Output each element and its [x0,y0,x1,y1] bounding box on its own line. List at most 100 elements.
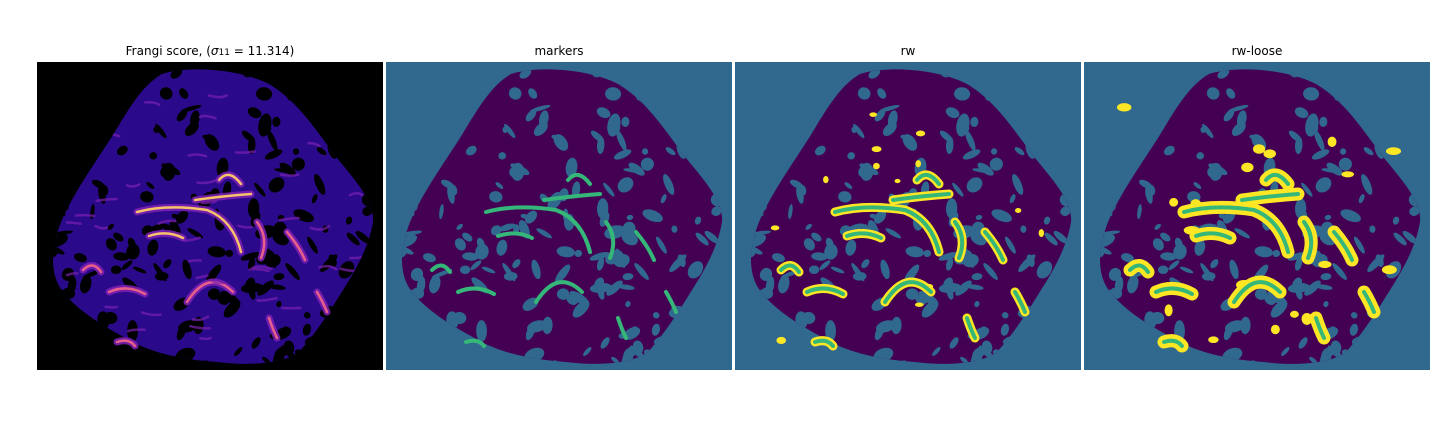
tissue-hole [1196,152,1205,160]
tissue-hole [207,288,221,300]
tissue-hole [163,259,172,269]
tissue-hole [439,204,444,220]
vessel-marker [566,172,592,186]
tissue-hole [1173,243,1187,260]
tissue-hole [711,206,722,216]
ridge-fragment [234,150,256,154]
tissue-hole [542,316,553,335]
tissue-hole [811,232,822,242]
tissue-hole [533,122,548,136]
ridge-fragment [125,183,141,188]
tissue-hole [621,349,634,364]
tissue-hole [225,249,234,258]
tissue-hole [847,223,865,232]
tissue-hole [1311,149,1330,160]
tissue-hole [597,287,605,300]
tissue-hole [1323,301,1329,308]
ridge-fragment [127,328,146,333]
segmented-blob [1183,226,1200,235]
tissue-hole [600,337,610,349]
vessel-marker [1194,231,1232,240]
tissue-hole [949,337,959,349]
vessel-marker [915,172,941,186]
vessel-marker [1302,220,1314,260]
tissue-hole [946,287,954,300]
tissue-hole [874,210,887,224]
tissue-hole [613,149,632,160]
tissue-hole [694,216,702,225]
tissue-hole [1000,323,1010,336]
tissue-hole [1228,104,1249,112]
tissue-hole [965,130,976,151]
tissue-hole [251,337,261,349]
tissue-hole [556,246,575,258]
tissue-hole [73,253,87,263]
tissue-hole [496,239,508,256]
tissue-hole [1234,228,1250,239]
segmented-blob [1318,260,1332,269]
frangi-score-image [37,62,383,370]
ridge-core [115,339,137,348]
tissue-hole [665,147,676,156]
tissue-hole [274,168,296,174]
ridge-fragment [309,224,331,231]
vessel-marker [1154,286,1194,296]
tissue-hole [574,249,583,258]
tissue-hole [954,87,971,101]
tissue-hole [1332,263,1347,280]
tissue-hole [808,265,820,275]
tissue-hole [788,204,793,220]
tissue-hole [880,259,890,280]
marker-regions [779,172,1027,348]
tissue-hole [1254,246,1273,258]
vessel-marker [1232,280,1282,304]
tissue-hole [126,243,140,260]
segmented-blob [915,160,921,168]
ridge-fragment [195,274,209,280]
tissue-hole [530,104,551,112]
tissue-hole [234,347,243,357]
tissue-hole [938,252,959,261]
tissue-hole [970,116,979,127]
tissue-hole [440,179,454,189]
vessel-marker [805,286,845,296]
tissue-hole [187,228,203,239]
ridge-fragment [278,216,300,222]
tissue-hole [1272,249,1281,258]
tissue-hole [155,123,167,139]
tissue-hole [1001,312,1009,319]
tissue-hole [945,257,954,271]
tissue-hole [879,104,900,112]
tissue-hole [1264,294,1276,305]
tissue-hole [256,87,273,101]
tissue-hole [248,287,256,300]
tissue-hole [814,145,826,156]
tissue-hole [623,326,641,340]
segmented-blob [770,225,780,231]
tissue-hole [617,284,635,290]
tissue-hole [513,224,520,234]
vessel-marker [1314,316,1326,340]
tissue-hole [1367,254,1385,273]
tissue-hole [91,179,105,189]
ridge-fragment [348,192,364,197]
tissue-hole [240,252,261,261]
tissue-hole [603,182,615,197]
ridge-core [185,280,235,304]
tissue-hole [107,223,114,230]
tissue-hole [882,122,897,136]
tissue-hole [504,123,516,139]
tissue-hole [1168,260,1180,271]
tissue-hole [1353,236,1365,254]
ridge-fragment [196,178,219,185]
tissue-hole [640,157,654,171]
tissue-hole [589,252,610,261]
tissue-hole [476,320,487,342]
ridge-core [81,264,103,274]
tissue-hole [671,225,678,233]
tissue-hole [1020,225,1027,233]
tissue-hole [1315,284,1333,290]
tissue-hole [272,116,281,127]
rw-panel-title: rw [900,44,916,58]
tissue-hole [1350,312,1358,319]
